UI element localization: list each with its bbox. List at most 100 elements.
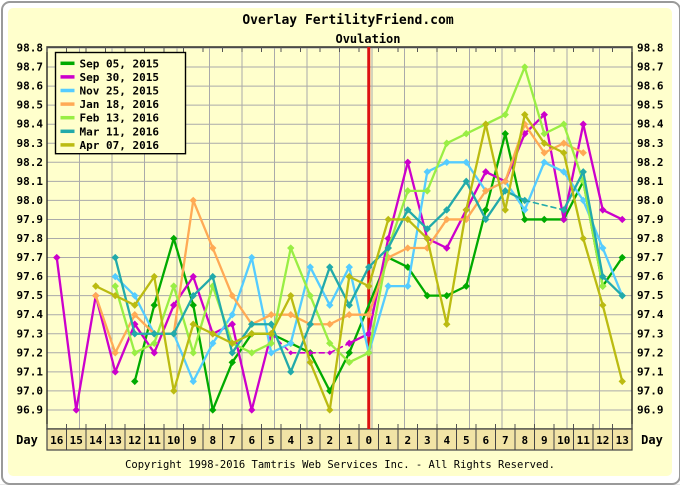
legend-label: Mar 11, 2016 <box>80 125 160 138</box>
data-point <box>462 282 470 290</box>
data-point <box>111 349 119 357</box>
axis-layer: 98.8 98.8 98.7 98.7 98.6 98.6 98.5 98.5 98.4 98.4… <box>17 42 664 451</box>
ovulation-label: Ovulation <box>335 32 400 46</box>
data-point <box>209 330 217 338</box>
series-segment <box>387 208 409 250</box>
legend-item[interactable]: Sep 05, 2015 <box>60 57 159 70</box>
data-point <box>306 358 314 367</box>
y-tick-label-right: 96.9 <box>637 403 664 416</box>
day-cell-label: 12 <box>128 434 141 447</box>
data-point <box>599 272 607 281</box>
data-point <box>599 206 607 214</box>
y-tick-label-left: 97.7 <box>17 251 44 264</box>
legend-item[interactable]: Nov 25, 2015 <box>60 85 159 98</box>
legend-label: Sep 30, 2015 <box>80 71 159 84</box>
series-segment <box>289 265 312 345</box>
data-point <box>131 311 139 319</box>
legend-item[interactable]: Mar 11, 2016 <box>60 125 160 138</box>
day-cell-label: 8 <box>521 434 528 447</box>
series-segment <box>250 342 273 354</box>
data-point <box>131 301 139 309</box>
data-point <box>423 225 431 233</box>
y-tick-label-right: 97.0 <box>637 384 664 397</box>
y-tick-label-right: 97.9 <box>637 213 664 226</box>
data-point <box>423 168 431 176</box>
data-point <box>150 301 158 309</box>
series-segment <box>426 208 448 231</box>
data-point <box>365 311 373 319</box>
data-point <box>267 311 275 319</box>
y-tick-label-left: 98.0 <box>17 194 44 207</box>
series-segment <box>406 208 429 231</box>
data-point <box>540 130 548 138</box>
legend-item[interactable]: Sep 30, 2015 <box>60 71 159 84</box>
data-point <box>170 387 178 395</box>
series-segment <box>211 313 234 345</box>
data-point <box>345 339 353 347</box>
series-segment <box>172 323 195 393</box>
data-point <box>209 272 217 281</box>
series-segment <box>484 123 507 212</box>
day-cell-label: 5 <box>463 434 470 447</box>
series-segment <box>172 284 195 354</box>
series-segment <box>309 294 331 345</box>
data-point <box>501 206 509 214</box>
series-segment <box>192 342 214 383</box>
day-cell-label: 9 <box>190 434 197 447</box>
series-segment <box>270 332 292 345</box>
data-point <box>326 406 334 414</box>
data-point <box>326 339 334 347</box>
series-segment <box>172 199 195 335</box>
data-point <box>306 320 314 328</box>
data-point <box>443 206 451 214</box>
series-segment <box>133 275 156 307</box>
series-segment <box>387 246 409 259</box>
data-point <box>404 206 412 214</box>
y-tick-label-left: 97.0 <box>17 384 44 397</box>
series-segment <box>426 218 448 250</box>
day-cell-label: 5 <box>268 434 275 447</box>
series-segment <box>153 275 175 393</box>
series-segment <box>231 332 253 345</box>
data-point <box>404 158 412 166</box>
series-segment <box>582 123 604 212</box>
legend-item[interactable]: Apr 07, 2016 <box>60 139 160 152</box>
day-cell-label: 9 <box>541 434 548 447</box>
series-segment <box>309 265 331 307</box>
data-point <box>267 339 275 347</box>
series-segment <box>211 275 234 354</box>
data-point <box>189 349 197 357</box>
y-tick-label-left: 98.3 <box>17 137 44 150</box>
y-tick-label-left: 96.9 <box>17 403 44 416</box>
y-tick-label-left: 98.6 <box>17 80 44 93</box>
series-layer <box>53 63 626 414</box>
data-point <box>345 263 353 271</box>
series-segment <box>211 246 234 297</box>
data-point <box>540 110 548 119</box>
series-segment <box>484 170 507 183</box>
data-point <box>540 139 548 147</box>
data-point <box>482 187 490 195</box>
series-segment <box>582 237 604 307</box>
series-segment <box>387 256 409 269</box>
series-segment <box>328 275 351 412</box>
data-point <box>423 234 431 243</box>
day-cell-label: 4 <box>443 434 450 447</box>
day-cell-label: 11 <box>148 434 162 447</box>
series-segment <box>465 123 487 212</box>
data-point <box>599 301 607 309</box>
legend-item[interactable]: Feb 13, 2016 <box>60 112 160 125</box>
data-point <box>462 158 470 166</box>
series-segment <box>348 351 370 364</box>
data-point <box>170 301 178 309</box>
data-point <box>111 253 119 262</box>
series-segment <box>445 208 468 250</box>
legend-item[interactable]: Jan 18, 2016 <box>60 98 160 111</box>
series-segment <box>309 351 331 393</box>
data-point <box>248 406 256 414</box>
data-point <box>501 177 509 186</box>
data-point <box>443 291 451 300</box>
data-point <box>326 301 334 309</box>
data-point <box>560 215 568 224</box>
